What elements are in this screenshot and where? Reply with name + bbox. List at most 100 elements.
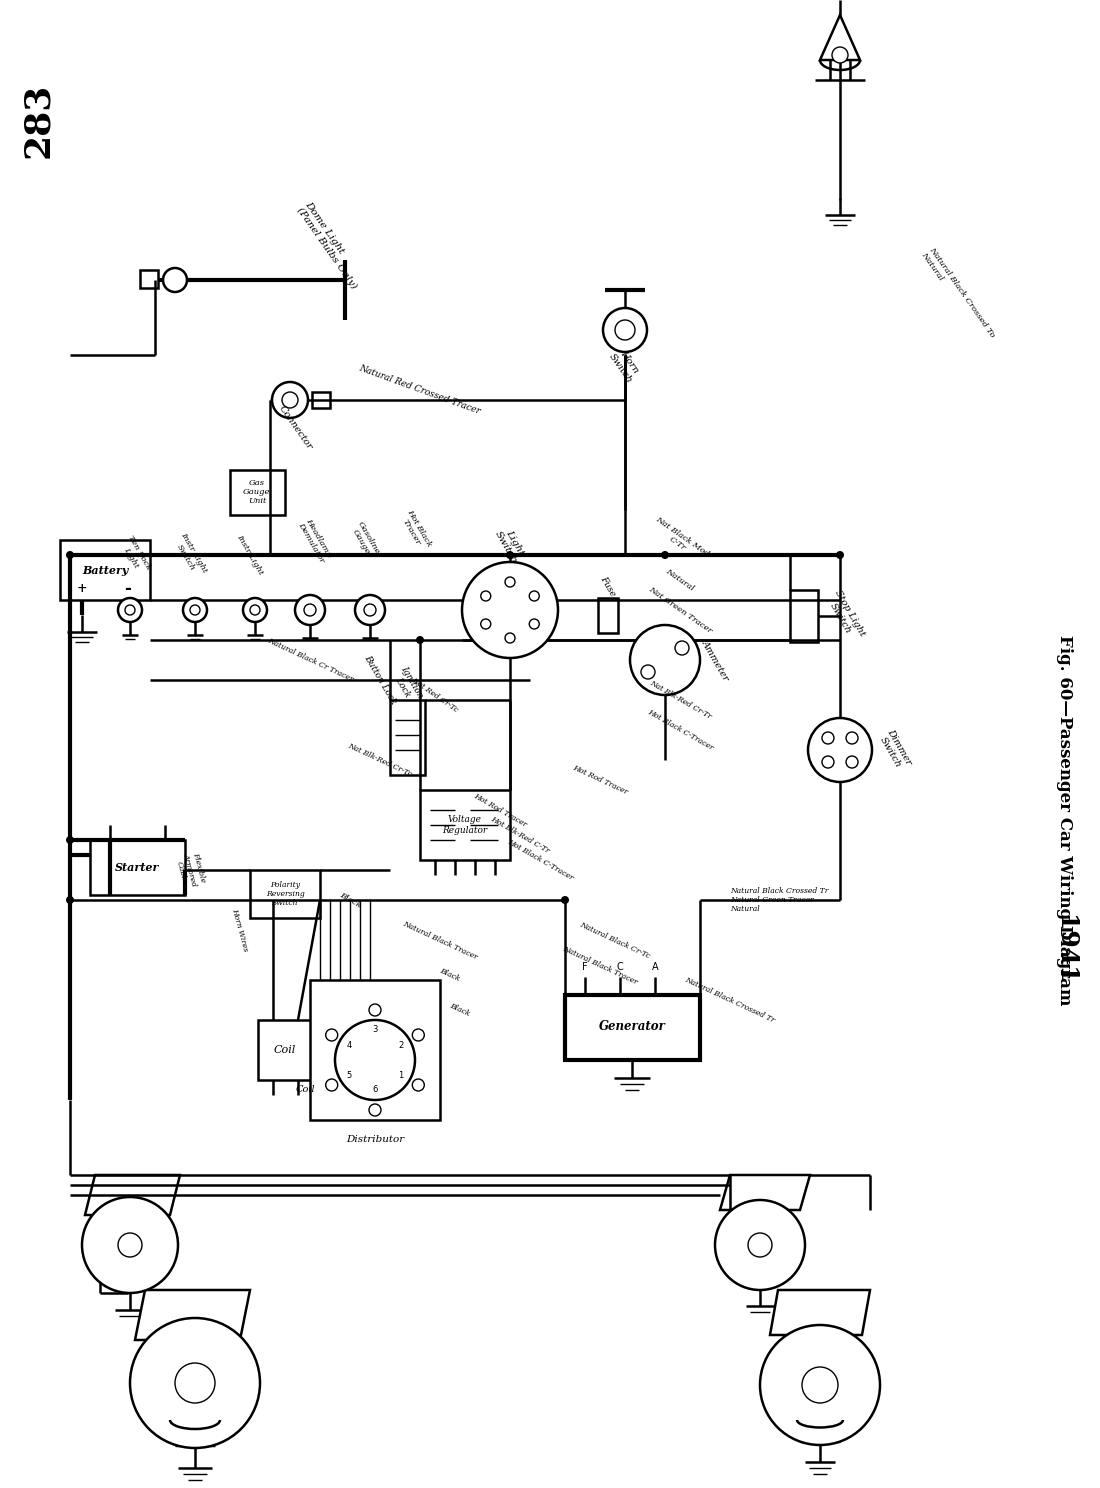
Text: 6: 6 — [372, 1086, 377, 1095]
Polygon shape — [770, 1290, 870, 1335]
Text: Battery: Battery — [81, 564, 129, 576]
Circle shape — [615, 320, 635, 339]
Circle shape — [481, 619, 491, 629]
Text: Coil: Coil — [295, 1086, 315, 1095]
Circle shape — [412, 1079, 425, 1091]
Text: Horn Wires: Horn Wires — [230, 908, 250, 952]
Bar — [390, 699, 425, 775]
Circle shape — [336, 1019, 415, 1100]
Bar — [250, 870, 320, 918]
Circle shape — [118, 1234, 142, 1257]
Circle shape — [802, 1367, 838, 1403]
Circle shape — [326, 1030, 338, 1042]
Text: C: C — [617, 963, 624, 972]
Text: Horn
Switch: Horn Switch — [607, 345, 642, 384]
Circle shape — [481, 591, 491, 601]
Circle shape — [125, 606, 135, 615]
Polygon shape — [85, 1176, 180, 1216]
Text: Gas
Gauge
Unit: Gas Gauge Unit — [243, 479, 271, 506]
Text: Polarity
Reversing
Switch: Polarity Reversing Switch — [265, 881, 305, 908]
Circle shape — [326, 1079, 338, 1091]
Text: Natural Black Crossed To
Natural: Natural Black Crossed To Natural — [920, 246, 997, 344]
Text: Dome Light
(Panel Bulbs Only): Dome Light (Panel Bulbs Only) — [295, 199, 366, 290]
Text: Ten Lock
Light: Ten Lock Light — [118, 534, 152, 576]
Circle shape — [190, 606, 200, 615]
Circle shape — [760, 1324, 880, 1445]
Circle shape — [412, 1030, 425, 1042]
Text: Instr Light
Switch: Instr Light Switch — [172, 531, 209, 579]
Text: Nat Red Cr-Tc: Nat Red Cr-Tc — [410, 676, 460, 714]
Bar — [420, 790, 510, 860]
Bar — [790, 591, 818, 641]
Circle shape — [82, 1196, 178, 1293]
Text: Distributor: Distributor — [345, 1135, 404, 1144]
Bar — [565, 995, 700, 1059]
Bar — [60, 540, 150, 600]
Text: Coil: Coil — [274, 1045, 296, 1055]
Circle shape — [118, 598, 142, 622]
Text: Natural Black Tracer: Natural Black Tracer — [561, 943, 639, 987]
Text: Black: Black — [449, 1001, 472, 1018]
Bar — [230, 470, 285, 515]
Circle shape — [416, 635, 424, 644]
Text: +: + — [77, 582, 87, 595]
Text: Hot Blk-Red C-Tr: Hot Blk-Red C-Tr — [490, 815, 551, 856]
Circle shape — [183, 598, 207, 622]
Text: Hot Black C-Tracer: Hot Black C-Tracer — [646, 708, 714, 751]
Text: Nat Green Tracer: Nat Green Tracer — [647, 585, 713, 635]
Circle shape — [808, 719, 872, 783]
Text: Hot Rod Tracer: Hot Rod Tracer — [472, 792, 528, 829]
Circle shape — [641, 665, 654, 679]
Text: Hot Rod Tracer: Hot Rod Tracer — [571, 763, 629, 796]
Text: Headlamp
Demulator: Headlamp Demulator — [296, 516, 333, 564]
Bar — [258, 1019, 314, 1080]
Circle shape — [130, 1318, 260, 1448]
Circle shape — [368, 1104, 381, 1116]
Circle shape — [529, 619, 539, 629]
Text: Black: Black — [338, 891, 362, 909]
Text: Ammeter: Ammeter — [700, 638, 730, 682]
Circle shape — [661, 551, 669, 559]
Circle shape — [505, 632, 515, 643]
Text: -: - — [124, 579, 131, 597]
Circle shape — [272, 382, 308, 418]
Bar — [310, 981, 440, 1120]
Circle shape — [175, 1363, 214, 1403]
Text: Nat Black Mod
C-Tr: Nat Black Mod C-Tr — [649, 515, 711, 565]
Circle shape — [250, 606, 260, 615]
Circle shape — [822, 732, 834, 744]
Text: Starter: Starter — [114, 862, 160, 872]
Text: 283: 283 — [21, 82, 55, 158]
Bar — [598, 598, 618, 632]
Text: A: A — [651, 963, 658, 972]
Text: 2: 2 — [398, 1040, 404, 1049]
Text: Ignition
Lock: Ignition Lock — [389, 665, 425, 705]
Circle shape — [368, 1004, 381, 1016]
Text: Hot Black C-Tracer: Hot Black C-Tracer — [506, 838, 574, 882]
Circle shape — [846, 756, 858, 768]
Text: Flexible
Armored
Cable: Flexible Armored Cable — [173, 850, 207, 890]
Circle shape — [832, 48, 848, 62]
Circle shape — [846, 732, 858, 744]
Polygon shape — [720, 1176, 810, 1210]
Text: Gasoline
Gauge: Gasoline Gauge — [349, 519, 382, 559]
Bar — [90, 841, 185, 894]
Text: 1941: 1941 — [1053, 915, 1077, 985]
Text: 5: 5 — [346, 1070, 352, 1079]
Text: Dimmer
Switch: Dimmer Switch — [877, 728, 913, 772]
Polygon shape — [820, 15, 860, 60]
Circle shape — [304, 604, 316, 616]
Text: Nat Blk-Red Cr-Tc: Nat Blk-Red Cr-Tc — [346, 741, 414, 778]
Circle shape — [561, 896, 569, 905]
Circle shape — [529, 591, 539, 601]
Circle shape — [355, 595, 385, 625]
Text: Nat Blk-Red Cr-Tr: Nat Blk-Red Cr-Tr — [648, 679, 713, 722]
Circle shape — [282, 391, 298, 408]
Circle shape — [822, 756, 834, 768]
Circle shape — [295, 595, 324, 625]
Text: F: F — [582, 963, 587, 972]
Circle shape — [462, 562, 558, 658]
Bar — [140, 269, 158, 289]
Circle shape — [163, 268, 187, 292]
Text: Connector: Connector — [276, 405, 314, 452]
